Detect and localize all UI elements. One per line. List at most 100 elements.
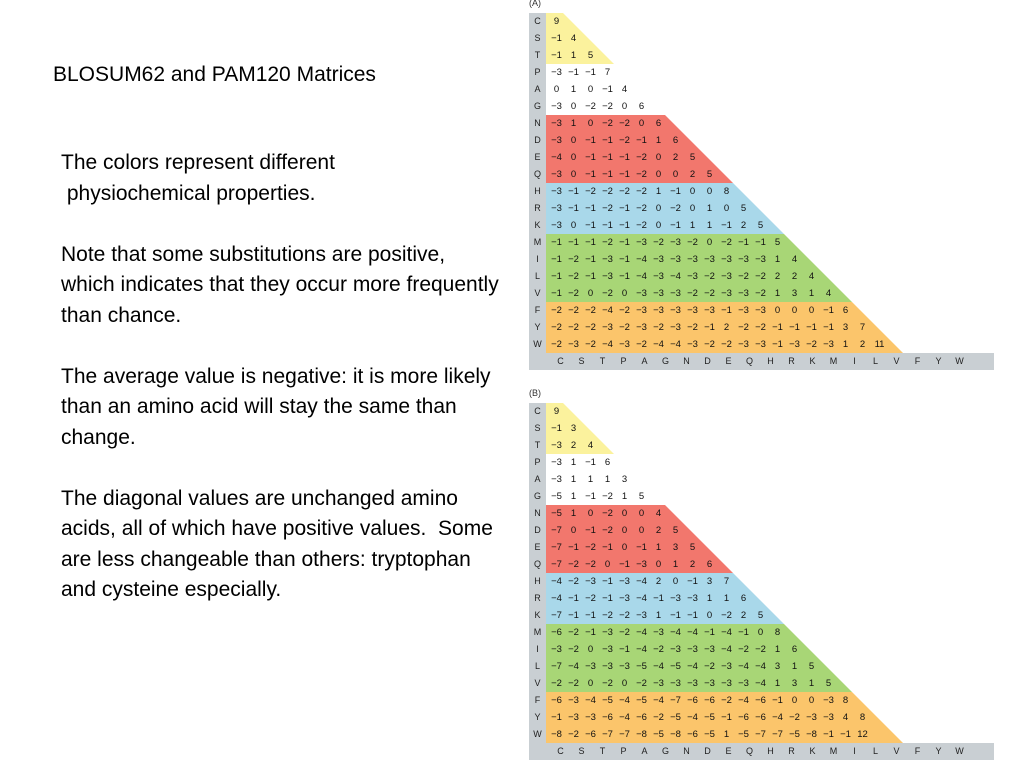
matrix-cell: −1 — [772, 695, 783, 706]
matrix-cell: −2 — [585, 593, 596, 604]
matrix-row: Q −7 −2 −2 0 −1 −3 0 1 2 6 — [529, 556, 886, 573]
matrix-cell: −3 — [636, 610, 647, 621]
matrix-row: P −3 1 −1 6 — [529, 454, 886, 471]
matrix-cell: −1 — [568, 203, 579, 214]
row-color-band — [546, 217, 784, 234]
row-label: C — [529, 403, 546, 420]
matrix-cell: 0 — [655, 203, 662, 214]
matrix-cell: −2 — [806, 339, 817, 350]
matrix-cell: −2 — [789, 712, 800, 723]
matrix-cell: −2 — [568, 627, 579, 638]
matrix-cell: 1 — [655, 610, 662, 621]
matrix-cell: 2 — [740, 220, 747, 231]
matrix-cell: −4 — [636, 271, 647, 282]
row-color-band — [546, 658, 835, 675]
row-label: V — [529, 675, 546, 692]
matrix-cell: −3 — [619, 593, 630, 604]
matrix-cell: 0 — [570, 101, 577, 112]
matrix-cell: −7 — [619, 729, 630, 740]
paragraph-colors: The colors represent different physioche… — [61, 151, 335, 205]
matrix-cell: −6 — [755, 712, 766, 723]
row-color-band — [546, 183, 750, 200]
matrix-cell: −1 — [721, 305, 732, 316]
matrix-cell: 0 — [638, 508, 645, 519]
row-color-band — [546, 420, 597, 437]
matrix-cell: 5 — [740, 203, 747, 214]
matrix-cell: 5 — [689, 152, 696, 163]
column-label: I — [853, 746, 856, 756]
matrix-cell: −2 — [602, 288, 613, 299]
column-label: M — [829, 356, 838, 366]
matrix-cell: −2 — [602, 118, 613, 129]
column-label: A — [641, 356, 648, 366]
row-color-band — [546, 709, 886, 726]
matrix-cell: −2 — [568, 288, 579, 299]
matrix-cell: 2 — [655, 525, 662, 536]
matrix-cell: −3 — [704, 678, 715, 689]
row-color-band — [546, 624, 801, 641]
matrix-cell: 4 — [587, 440, 594, 451]
matrix-cell: 0 — [655, 559, 662, 570]
matrix-cell: −6 — [551, 695, 562, 706]
row-label: T — [529, 437, 546, 454]
row-color-band — [546, 488, 665, 505]
matrix-cell: 0 — [774, 305, 781, 316]
matrix-cell: 2 — [740, 610, 747, 621]
matrix-cell: −3 — [602, 661, 613, 672]
matrix-cell: 1 — [706, 593, 713, 604]
matrix-cell: −7 — [551, 542, 562, 553]
matrix-cell: 5 — [587, 50, 594, 61]
matrix-cell: 3 — [706, 576, 713, 587]
matrix-cell: −2 — [653, 712, 664, 723]
matrix-cell: −3 — [670, 678, 681, 689]
row-color-band — [546, 268, 835, 285]
matrix-cell: −7 — [551, 610, 562, 621]
matrix-cell: −3 — [721, 254, 732, 265]
matrix-cell: 11 — [874, 339, 885, 350]
matrix-cell: −3 — [551, 169, 562, 180]
matrix-cell: −1 — [619, 271, 630, 282]
matrix-cell: −1 — [568, 610, 579, 621]
matrix-cell: −6 — [755, 695, 766, 706]
matrix-cell: −4 — [772, 712, 783, 723]
row-color-band — [546, 81, 648, 98]
matrix-cell: −1 — [551, 271, 562, 282]
matrix-cell: −3 — [636, 559, 647, 570]
column-label: T — [599, 356, 606, 366]
row-label: M — [529, 234, 546, 251]
matrix-cell: −2 — [568, 271, 579, 282]
matrix-cell: −1 — [636, 135, 647, 146]
matrix-cell: 0 — [655, 152, 662, 163]
column-label: F — [914, 356, 921, 366]
matrix-cell: −1 — [704, 627, 715, 638]
column-label: Y — [935, 746, 942, 756]
matrix-cell: −1 — [602, 84, 613, 95]
row-label: S — [529, 30, 546, 47]
matrix-cell: −1 — [585, 135, 596, 146]
matrix-row: L −1 −2 −1 −3 −1 −4 −3 −4 −3 −2 −3 −2 −2 2 2 4 — [529, 268, 886, 285]
matrix-cell: −4 — [670, 627, 681, 638]
matrix-cell: −1 — [602, 576, 613, 587]
matrix-cell: −2 — [687, 237, 698, 248]
column-label: R — [788, 356, 795, 366]
column-label: G — [661, 356, 669, 366]
matrix-cell: −6 — [704, 695, 715, 706]
matrix-cell: −2 — [721, 237, 732, 248]
matrix-cell: −1 — [568, 237, 579, 248]
matrix-cell: −3 — [687, 678, 698, 689]
matrix-row: V −2 −2 0 −2 0 −2 −3 −3 −3 −3 −3 −3 −4 1 3 1 5 — [529, 675, 886, 692]
matrix-cell: −3 — [721, 288, 732, 299]
row-label: H — [529, 183, 546, 200]
matrix-cell: 5 — [808, 661, 815, 672]
matrix-cell: −1 — [704, 322, 715, 333]
matrix-cell: −3 — [823, 712, 834, 723]
matrix-cell: 6 — [672, 135, 679, 146]
column-label: Q — [745, 356, 753, 366]
matrix-cell: −3 — [755, 305, 766, 316]
matrix-cell: 1 — [570, 84, 577, 95]
matrix-cell: −5 — [704, 712, 715, 723]
matrix-cell: −3 — [551, 67, 562, 78]
matrix-cell: 0 — [706, 237, 713, 248]
matrix-cell: −4 — [602, 305, 613, 316]
matrix-cell: −3 — [721, 678, 732, 689]
